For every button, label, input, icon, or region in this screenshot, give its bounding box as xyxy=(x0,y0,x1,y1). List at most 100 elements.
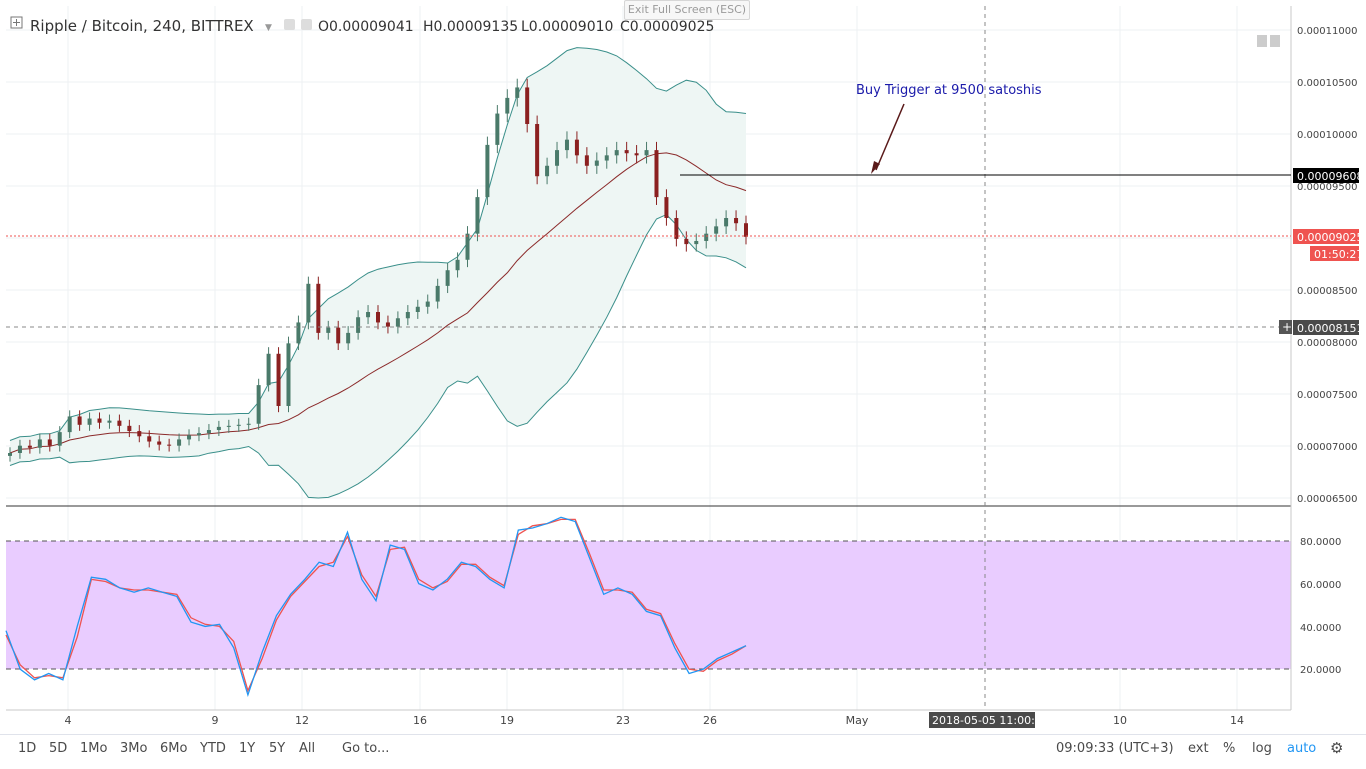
candle-body xyxy=(296,322,301,344)
time-tick: 14 xyxy=(1230,714,1244,727)
price-tick: 0.00010000 xyxy=(1297,130,1357,141)
candle-body xyxy=(27,445,32,448)
candle-body xyxy=(157,441,162,445)
candle-body xyxy=(206,430,211,434)
chart-canvas[interactable]: Buy Trigger at 9500 satoshis 0.00011000 0… xyxy=(0,0,1366,734)
price-tick: 0.00008000 xyxy=(1297,338,1357,349)
candle-body xyxy=(555,150,560,166)
ohlc-low: L0.00009010 xyxy=(521,19,613,35)
time-tick: 10 xyxy=(1113,714,1127,727)
lower-band xyxy=(9,214,747,499)
time-tick: 26 xyxy=(703,714,717,727)
symbol-title[interactable]: Ripple / Bitcoin, 240, BITTREX xyxy=(30,17,254,35)
candle-body xyxy=(276,353,281,406)
gear-icon[interactable]: ⚙ xyxy=(1330,739,1344,757)
candle-body xyxy=(57,432,62,446)
time-tick: May xyxy=(846,714,869,727)
crosshair-time-tag xyxy=(929,712,1035,728)
time-tick: 9 xyxy=(212,714,219,727)
oscillator-axis-ticks: 80.0000 60.0000 40.0000 20.0000 xyxy=(1300,537,1341,676)
range-1d[interactable]: 1D xyxy=(18,741,37,756)
goto-button[interactable]: Go to... xyxy=(342,741,390,756)
crosshair-price-tag xyxy=(1293,320,1359,335)
candle-body xyxy=(306,283,311,323)
range-1mo[interactable]: 1Mo xyxy=(80,741,108,756)
settings-icon[interactable] xyxy=(301,19,312,30)
trigger-price-label: 0.00009608 xyxy=(1297,170,1363,183)
candle-body xyxy=(425,301,430,307)
candle-body xyxy=(336,327,341,344)
pane-up-icon[interactable] xyxy=(1257,35,1267,47)
candle-body xyxy=(356,317,361,333)
price-tick: 0.00011000 xyxy=(1297,26,1357,37)
candle-body xyxy=(187,435,192,440)
annotation-arrow-head xyxy=(871,161,880,174)
candle-body xyxy=(117,420,122,426)
log-toggle[interactable]: log xyxy=(1252,741,1272,756)
candle-body xyxy=(584,155,589,166)
countdown-tag xyxy=(1310,246,1359,261)
candle-body xyxy=(654,150,659,198)
price-tick: 0.00010500 xyxy=(1297,78,1357,89)
time-axis-ticks: 4 9 12 16 19 23 26 May 10 14 xyxy=(65,714,1245,727)
candle-body xyxy=(87,418,92,425)
candle-body xyxy=(177,439,182,446)
candle-body xyxy=(266,353,271,386)
candle-body xyxy=(167,444,172,446)
osc-tick: 60.0000 xyxy=(1300,580,1341,591)
price-tick: 0.00006500 xyxy=(1297,494,1357,505)
chevron-down-icon[interactable]: ▼ xyxy=(265,23,272,33)
candle-body xyxy=(674,218,679,239)
candle-body xyxy=(256,385,261,424)
band-fill xyxy=(10,47,746,498)
candle-body xyxy=(704,233,709,241)
osc-tick: 20.0000 xyxy=(1300,665,1341,676)
exit-fullscreen-tip[interactable]: Exit Full Screen (ESC) xyxy=(624,0,750,20)
legend-collapse-button[interactable] xyxy=(10,16,23,29)
range-ytd[interactable]: YTD xyxy=(200,741,226,756)
range-5d[interactable]: 5D xyxy=(49,741,68,756)
range-all[interactable]: All xyxy=(299,741,316,756)
eye-icon[interactable] xyxy=(284,19,295,30)
range-6mo[interactable]: 6Mo xyxy=(160,741,188,756)
upper-band xyxy=(9,47,747,441)
candle-body xyxy=(744,223,748,237)
range-3mo[interactable]: 3Mo xyxy=(120,741,148,756)
candle-body xyxy=(604,155,609,161)
range-1y[interactable]: 1Y xyxy=(239,741,256,756)
candle-body xyxy=(316,283,321,333)
trigger-price-tag xyxy=(1293,168,1359,183)
candle-body xyxy=(465,233,470,260)
range-5y[interactable]: 5Y xyxy=(269,741,286,756)
percent-toggle[interactable]: % xyxy=(1223,741,1236,756)
clock[interactable]: 09:09:33 (UTC+3) xyxy=(1056,741,1174,756)
pane-down-icon[interactable] xyxy=(1270,35,1280,47)
candle-body xyxy=(714,226,719,234)
candle-body xyxy=(17,445,22,453)
ext-toggle[interactable]: ext xyxy=(1188,741,1209,756)
candle-body xyxy=(196,433,201,436)
candle-body xyxy=(236,424,241,426)
stochastic-lines xyxy=(5,516,747,698)
osc-tick: 40.0000 xyxy=(1300,623,1341,634)
ohlc-high: H0.00009135 xyxy=(423,19,518,35)
crosshair-price-label: 0.00008151 xyxy=(1297,322,1363,335)
moving-average xyxy=(9,152,747,454)
time-tick: 12 xyxy=(295,714,309,727)
annotation-arrow[interactable] xyxy=(875,103,905,171)
candle-body xyxy=(445,270,450,286)
candle-body xyxy=(346,332,351,344)
candle-body xyxy=(366,312,371,318)
osc-tick: 80.0000 xyxy=(1300,537,1341,548)
candle-body xyxy=(37,439,42,448)
crosshair-time-label: 2018-05-05 11:00:00 xyxy=(932,714,1049,727)
crosshair-plus-button[interactable] xyxy=(1279,320,1292,334)
candle-body xyxy=(594,160,599,166)
auto-toggle[interactable]: auto xyxy=(1287,741,1317,756)
buy-trigger-annotation[interactable]: Buy Trigger at 9500 satoshis xyxy=(856,83,1042,98)
candle-body xyxy=(475,197,480,234)
candle-body xyxy=(47,439,52,446)
candle-body xyxy=(147,436,152,442)
time-tick: 16 xyxy=(413,714,427,727)
candle-body xyxy=(385,322,390,327)
